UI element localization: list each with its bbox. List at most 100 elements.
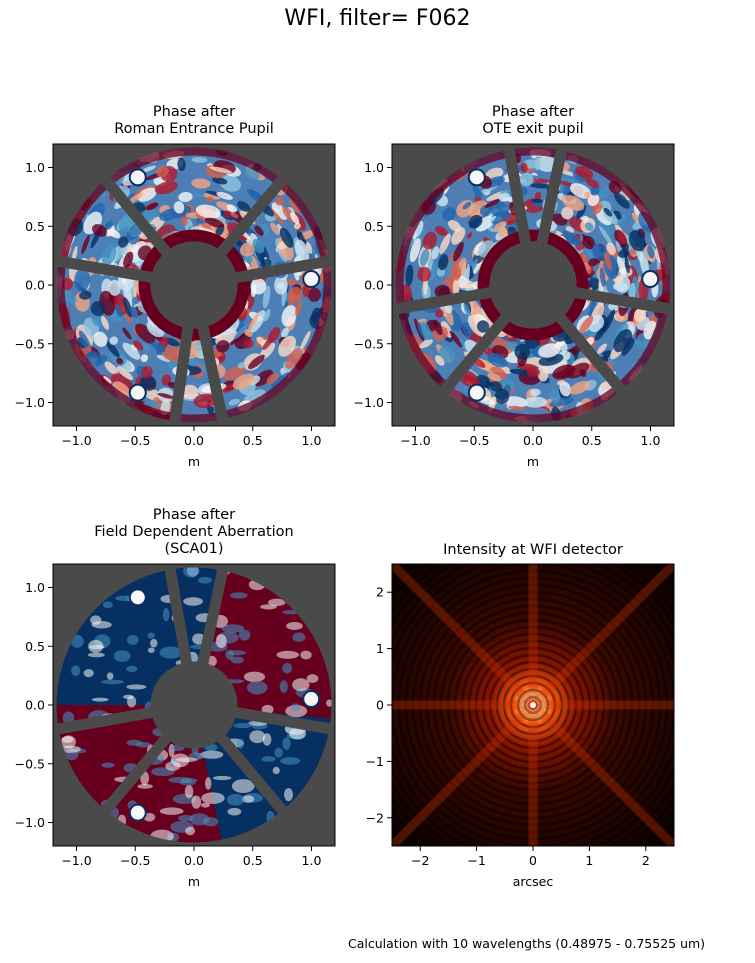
panel-psf-axes: −2 −1 0 1 2 2 1 0 −1 −2 arcsec [366,585,650,889]
phase-speckle [628,282,636,301]
x-tick-label: 0.5 [243,853,263,868]
panel-fda: −1.0 −0.5 0.0 0.5 1.0 1.0 0.5 0.0 −0.5 −1.0 m [15,563,336,889]
phase-speckle [122,342,141,360]
phase-speckle [252,238,265,254]
phase-speckle [598,225,613,246]
panel-entrance-title-line-1: Phase after [152,104,236,120]
support-strut [218,704,335,736]
phase-speckle [409,238,421,263]
phase-speckle [118,236,129,248]
phase-speckle [262,336,274,350]
phase-speckle [101,315,110,330]
phase-speckle [435,355,445,366]
phase-speckle [274,747,283,758]
phase-speckle [286,621,303,630]
phase-speckle [212,775,232,781]
phase-speckle [107,227,121,239]
phase-speckle [613,329,633,353]
psf-ring [453,625,613,785]
phase-speckle [113,650,131,662]
phase-speckle [184,784,194,799]
phase-speckle [126,665,138,673]
phase-speckle [484,199,501,208]
pupil-inner-edge [138,229,250,341]
pupil-outer-edge [56,147,332,423]
x-tick-label: 1.0 [641,433,661,448]
support-strut [533,144,569,261]
pupil-mask-outside [53,144,335,426]
phase-speckle [221,624,245,633]
phase-speckle [306,241,313,254]
phase-speckle [262,733,272,746]
y-tick-label: 1.0 [364,160,384,175]
x-tick-label: −1.0 [400,433,430,448]
panel-psf-title: Intensity at WFI detector [392,542,674,559]
panel-ote-title-line-1: Phase after [491,104,575,120]
phase-speckle [91,697,109,702]
phase-speckle [122,327,132,340]
phase-speckle [422,232,437,250]
pupil-inner-edge [477,229,589,341]
phase-speckle [274,275,288,295]
phase-speckle [135,741,151,748]
panel-entrance: −1.0 −0.5 0.0 0.5 1.0 1.0 0.5 0.0 −0.5 −1.0 m [15,143,336,469]
panel-ote-axes: −1.0 −0.5 0.0 0.5 1.0 1.0 0.5 0.0 −0.5 −1.0 m [354,160,661,469]
phase-speckle [198,576,213,584]
phase-speckle [185,826,196,836]
phase-speckle [621,338,635,356]
phase-speckle [132,340,144,351]
panel-entrance-title: Phase after Roman Entrance Pupil [53,104,335,138]
phase-speckle [271,202,288,220]
x-tick-label: 0.0 [523,433,543,448]
phase-artifact-spot [128,383,147,402]
phase-speckle [487,372,502,382]
phase-speckle [592,243,607,262]
psf-ring [460,632,606,778]
panel-entrance-image [53,144,335,426]
y-tick-label: −1.0 [15,815,45,830]
psf-ring [446,618,620,792]
phase-artifact-spot [128,588,147,607]
phase-speckle [606,242,616,255]
phase-speckle [216,340,230,353]
x-tick-label: −0.5 [459,433,489,448]
phase-speckle [289,286,303,301]
phase-speckle [275,196,284,206]
phase-speckle [288,199,301,213]
panel-ote: −1.0 −0.5 0.0 0.5 1.0 1.0 0.5 0.0 −0.5 −1.0 m [354,143,675,469]
phase-speckle [307,287,321,302]
pupil-mask-outside [53,564,335,846]
psf-ring [481,653,585,757]
phase-speckle [195,204,221,219]
phase-speckle [537,365,549,382]
phase-speckle [261,704,274,715]
phase-speckle [584,222,594,231]
psf-ring [488,660,578,750]
phase-speckle [226,793,245,806]
phase-speckle [162,608,170,622]
phase-speckle [123,694,134,700]
phase-speckle [300,330,311,351]
phase-speckle [462,201,472,210]
phase-speckle [143,812,156,822]
phase-speckle [520,162,528,173]
phase-speckle [493,221,507,231]
panel-psf: −2 −1 0 1 2 2 1 0 −1 −2 arcsec [366,563,675,889]
phase-speckle [116,357,124,365]
x-tick-label: 1.0 [302,853,322,868]
phase-speckle [584,191,591,199]
phase-speckle [83,669,94,678]
phase-speckle [61,735,76,749]
phase-speckle [106,672,114,680]
phase-speckle [292,632,306,643]
phase-speckle [179,780,196,786]
psf-ring [474,646,592,764]
phase-speckle [215,634,227,648]
phase-speckle [101,762,115,768]
phase-speckle [239,242,255,257]
phase-speckle [294,239,309,264]
panel-fda-image [53,564,335,846]
phase-speckle [453,241,464,262]
phase-speckle [237,738,244,750]
phase-speckle [587,258,598,267]
